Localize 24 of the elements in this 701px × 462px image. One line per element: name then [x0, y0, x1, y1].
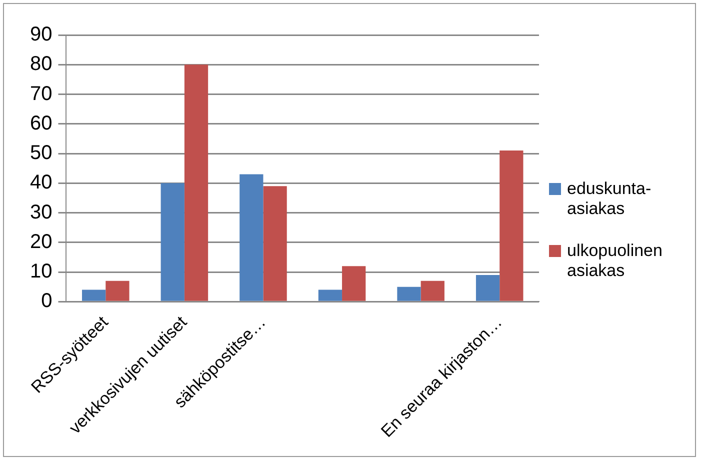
bar — [500, 150, 524, 301]
y-tick-label: 0 — [41, 290, 52, 312]
bar — [263, 186, 287, 301]
bar — [184, 64, 208, 301]
y-tick-label: 50 — [30, 142, 52, 164]
bar — [82, 290, 106, 301]
bar — [397, 286, 421, 301]
bar — [160, 183, 184, 301]
bar — [420, 280, 444, 301]
bar — [476, 274, 500, 301]
y-tick-label: 80 — [30, 53, 52, 76]
legend-label: eduskunta-asiakas — [567, 179, 652, 219]
bar — [106, 280, 130, 301]
bar — [240, 174, 264, 301]
y-tick-label: 30 — [30, 201, 52, 224]
bar — [342, 266, 366, 301]
legend-label: ulkopuolinen asiakas — [567, 241, 664, 281]
y-tick-label: 20 — [30, 230, 52, 253]
y-tick-label: 90 — [30, 24, 52, 46]
y-tick-label: 70 — [30, 82, 52, 105]
bar — [318, 290, 342, 301]
y-tick-label: 40 — [30, 172, 52, 194]
y-tick-label: 10 — [30, 260, 52, 283]
y-tick-label: 60 — [30, 112, 52, 134]
